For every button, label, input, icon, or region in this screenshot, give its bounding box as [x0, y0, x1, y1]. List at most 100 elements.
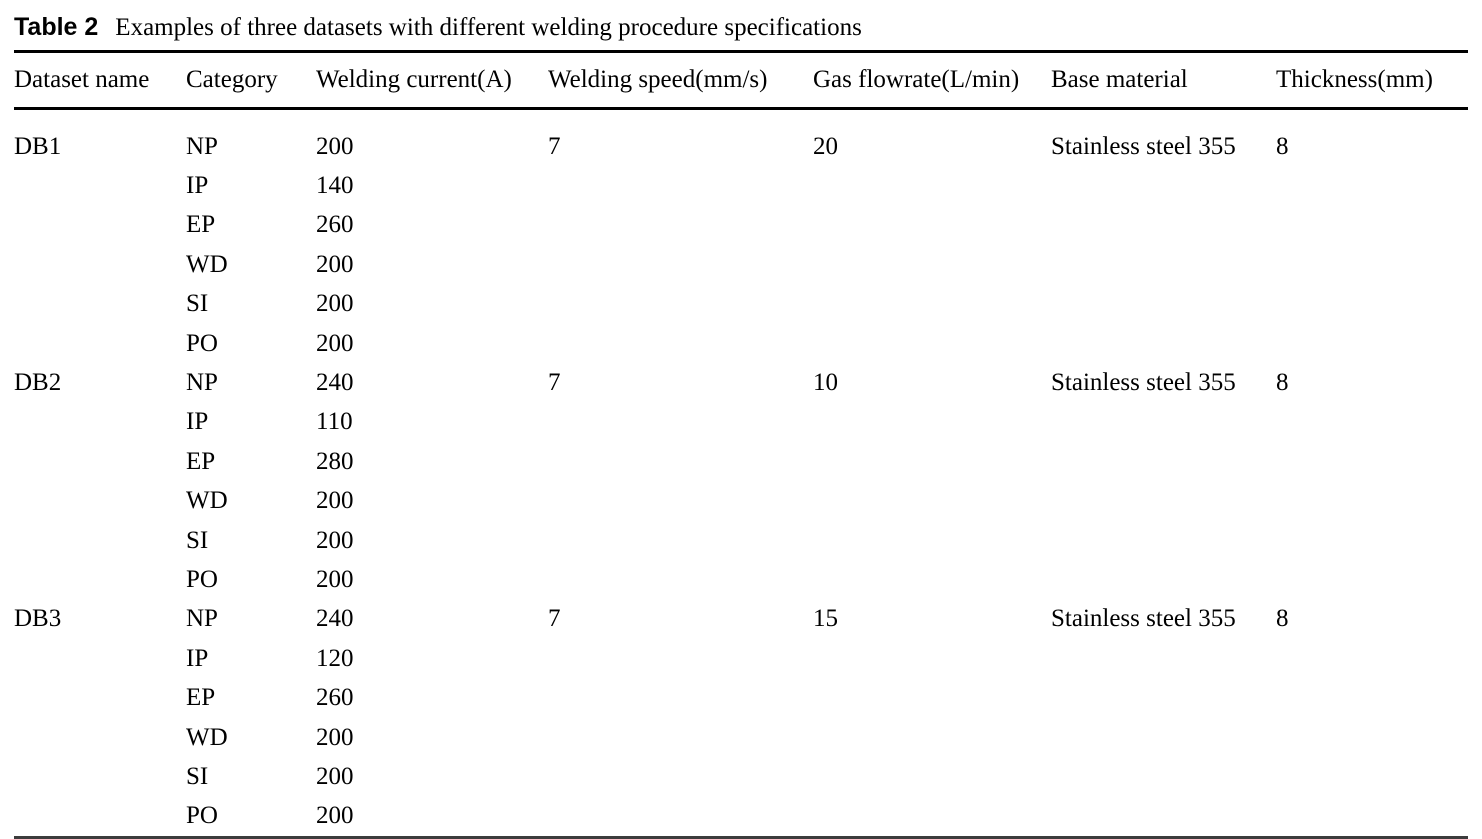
category-cell: NP [186, 605, 218, 633]
welding-spec-table: Dataset name Category Welding current(A)… [14, 50, 1468, 839]
thickness-cell [1276, 324, 1468, 363]
table-row: WD 200 [14, 718, 1468, 757]
base-material-cell [1051, 678, 1276, 717]
thickness-cell [1276, 245, 1468, 284]
welding-speed-cell: 7 [548, 132, 561, 160]
welding-speed-cell [548, 560, 813, 599]
table-row: SI 200 [14, 285, 1468, 324]
welding-current-cell: 240 [316, 369, 354, 397]
category-cell: NP [186, 132, 218, 160]
dataset-name-cell [14, 324, 186, 363]
base-material-cell [1051, 718, 1276, 757]
welding-current-cell: 200 [316, 250, 354, 278]
table-row: IP 110 [14, 403, 1468, 442]
dataset-name-cell [14, 678, 186, 717]
gas-flowrate-cell: 10 [813, 369, 838, 397]
welding-speed-cell: 7 [548, 369, 561, 397]
dataset-name-cell [14, 482, 186, 521]
thickness-cell: 8 [1276, 132, 1289, 160]
gas-flowrate-cell: 20 [813, 132, 838, 160]
welding-speed-cell [548, 206, 813, 245]
dataset-name-cell [14, 403, 186, 442]
gas-flowrate-cell: 15 [813, 605, 838, 633]
thickness-cell [1276, 718, 1468, 757]
welding-speed-cell [548, 482, 813, 521]
table-header: Dataset name Category Welding current(A)… [14, 51, 1468, 110]
header-dataset-name: Dataset name [14, 51, 186, 110]
dataset-name-cell [14, 560, 186, 599]
category-cell: PO [186, 802, 218, 830]
welding-current-cell: 110 [316, 408, 353, 436]
table-row: IP 140 [14, 166, 1468, 205]
thickness-cell [1276, 560, 1468, 599]
table-row: SI 200 [14, 521, 1468, 560]
table-row: EP 260 [14, 678, 1468, 717]
header-thickness: Thickness(mm) [1276, 51, 1468, 110]
table-row: PO 200 [14, 560, 1468, 599]
table-row: SI 200 [14, 757, 1468, 796]
header-row: Dataset name Category Welding current(A)… [14, 51, 1468, 110]
category-cell: PO [186, 329, 218, 357]
gas-flowrate-cell [813, 206, 1051, 245]
welding-current-cell: 200 [316, 723, 354, 751]
table-caption-text: Examples of three datasets with differen… [115, 14, 862, 41]
welding-speed-cell [548, 285, 813, 324]
thickness-cell [1276, 678, 1468, 717]
gas-flowrate-cell [813, 560, 1051, 599]
thickness-cell [1276, 285, 1468, 324]
welding-speed-cell [548, 757, 813, 796]
welding-speed-cell [548, 442, 813, 481]
thickness-cell [1276, 797, 1468, 838]
table-row: WD 200 [14, 245, 1468, 284]
thickness-cell [1276, 757, 1468, 796]
dataset-name-cell [14, 285, 186, 324]
welding-current-cell: 140 [316, 172, 354, 200]
header-base-material: Base material [1051, 51, 1276, 110]
category-cell: PO [186, 565, 218, 593]
category-cell: EP [186, 447, 216, 475]
category-cell: IP [186, 408, 209, 436]
table-row: EP 280 [14, 442, 1468, 481]
dataset-name-cell [14, 639, 186, 678]
thickness-cell [1276, 639, 1468, 678]
base-material-cell [1051, 206, 1276, 245]
welding-current-cell: 200 [316, 565, 354, 593]
category-cell: SI [186, 762, 209, 790]
thickness-cell [1276, 442, 1468, 481]
gas-flowrate-cell [813, 403, 1051, 442]
welding-current-cell: 120 [316, 644, 354, 672]
welding-current-cell: 200 [316, 487, 354, 515]
welding-current-cell: 200 [316, 762, 354, 790]
base-material-cell [1051, 639, 1276, 678]
base-material-cell [1051, 482, 1276, 521]
table-row: DB2 NP 240 7 10 Stainless steel 355 8 [14, 363, 1468, 402]
base-material-cell [1051, 403, 1276, 442]
dataset-name-cell [14, 521, 186, 560]
category-cell: IP [186, 172, 209, 200]
category-cell: WD [186, 723, 228, 751]
welding-current-cell: 260 [316, 684, 354, 712]
gas-flowrate-cell [813, 324, 1051, 363]
table-row: IP 120 [14, 639, 1468, 678]
gas-flowrate-cell [813, 442, 1051, 481]
category-cell: WD [186, 487, 228, 515]
base-material-cell [1051, 797, 1276, 838]
thickness-cell [1276, 482, 1468, 521]
welding-speed-cell [548, 678, 813, 717]
welding-current-cell: 200 [316, 802, 354, 830]
category-cell: SI [186, 526, 209, 554]
welding-current-cell: 260 [316, 211, 354, 239]
thickness-cell [1276, 521, 1468, 560]
welding-speed-cell [548, 521, 813, 560]
gas-flowrate-cell [813, 521, 1051, 560]
welding-speed-cell [548, 324, 813, 363]
welding-current-cell: 200 [316, 132, 354, 160]
table-caption: Table 2 Examples of three datasets with d… [14, 12, 1468, 43]
thickness-cell [1276, 403, 1468, 442]
gas-flowrate-cell [813, 285, 1051, 324]
dataset-name-cell: DB2 [14, 369, 62, 397]
gas-flowrate-cell [813, 245, 1051, 284]
header-welding-current: Welding current(A) [316, 51, 548, 110]
dataset-name-cell [14, 757, 186, 796]
table-row: EP 260 [14, 206, 1468, 245]
